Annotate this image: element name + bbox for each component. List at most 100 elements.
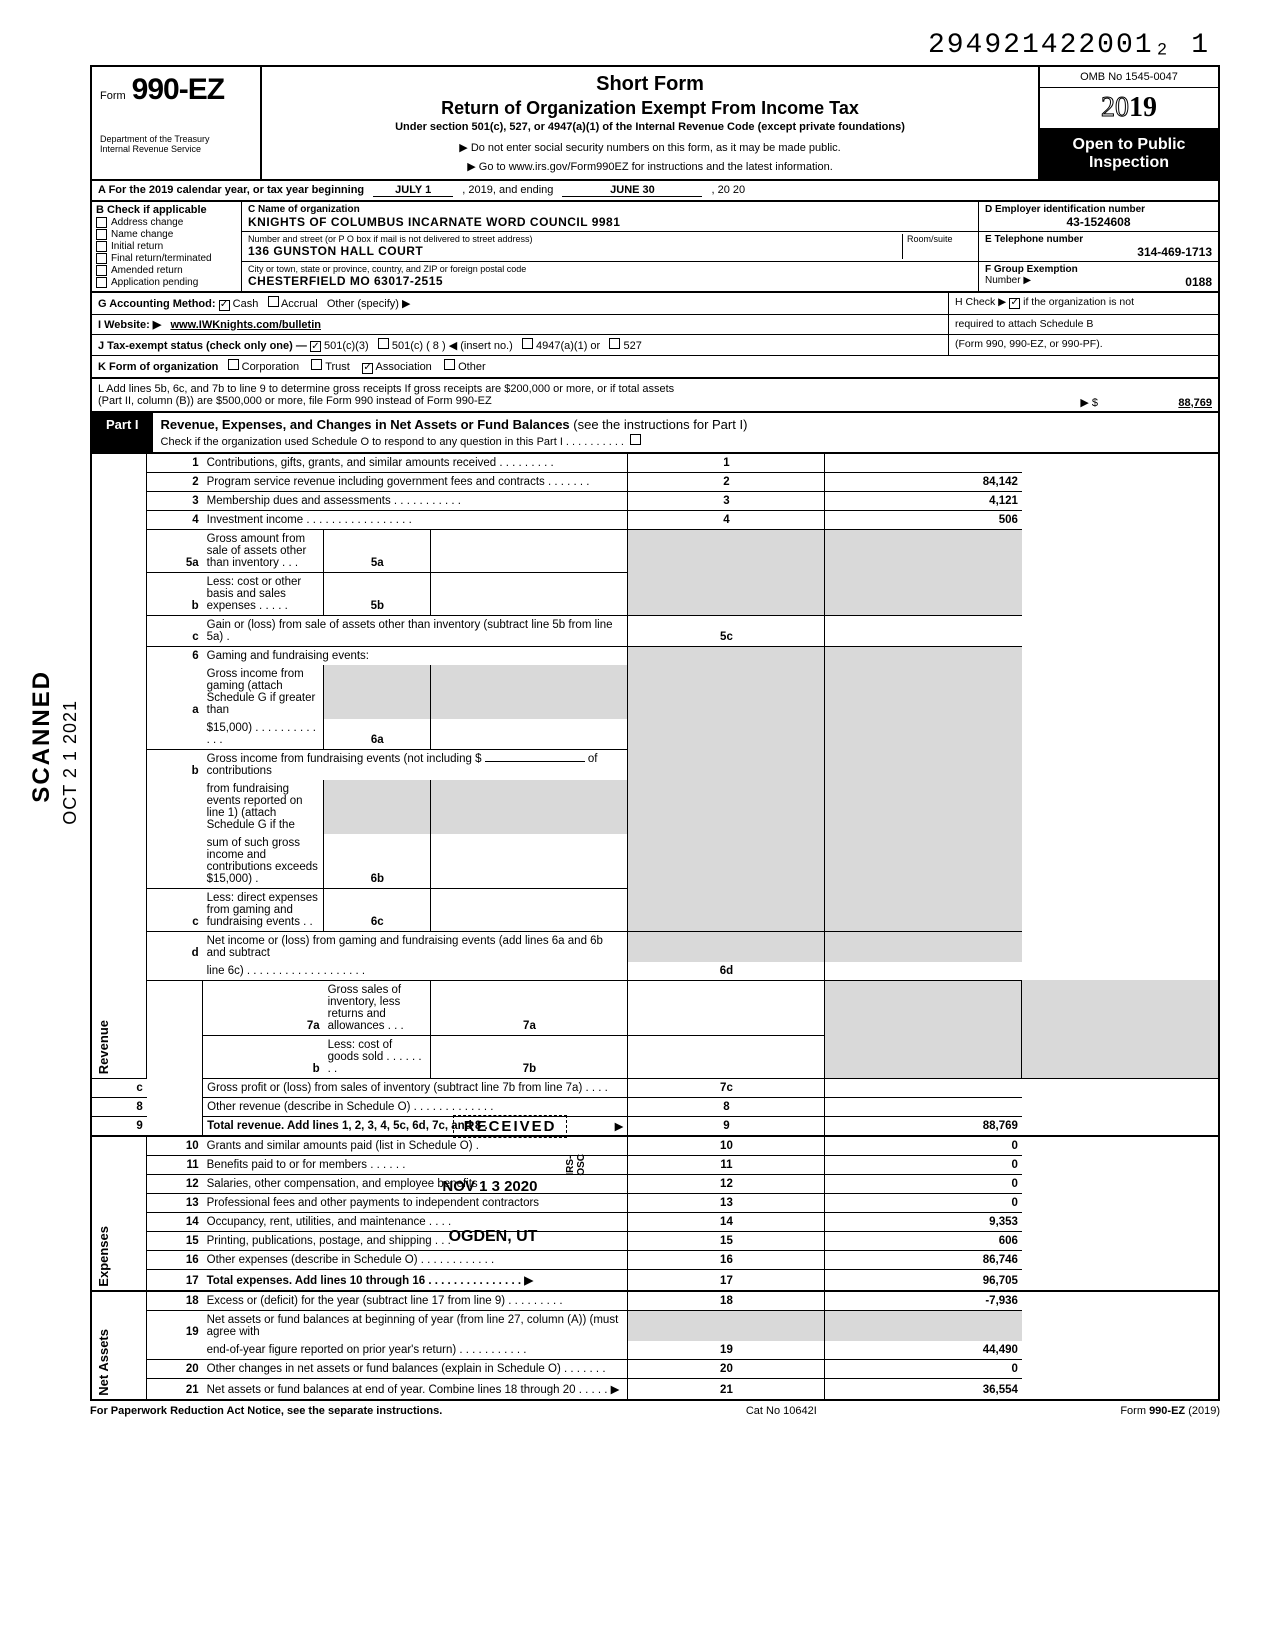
ln-9: 9 [91,1116,147,1136]
h-text3: required to attach Schedule B [948,315,1218,334]
received-date: NOV 1 3 2020 [442,1178,537,1195]
lbl-other-specify: Other (specify) ▶ [327,298,411,310]
subval-7b [628,1035,825,1078]
amt-2: 84,142 [825,472,1022,491]
k-label: K Form of organization [98,361,218,373]
chk-address-change[interactable] [96,217,107,228]
group-number: 0188 [1185,275,1212,289]
chk-other-org[interactable] [444,359,455,370]
desc-21: Net assets or fund balances at end of ye… [203,1378,628,1400]
ein: 43-1524608 [985,215,1212,229]
desc-10: Grants and similar amounts paid (list in… [203,1136,628,1156]
amt-12: 0 [825,1174,1022,1193]
f-label2: Number ▶ [985,275,1031,289]
return-title: Return of Organization Exempt From Incom… [272,98,1028,119]
chk-name-change[interactable] [96,229,107,240]
amt-10: 0 [825,1136,1022,1156]
chk-trust[interactable] [311,359,322,370]
chk-527[interactable] [609,338,620,349]
no-19: 19 [628,1341,825,1360]
chk-501c[interactable] [378,338,389,349]
desc-11: Benefits paid to or for members . . . . … [207,1159,406,1171]
lbl-initial-return: Initial return [111,241,163,252]
amt-13: 0 [825,1193,1022,1212]
desc-17: Total expenses. Add lines 10 through 16 … [207,1275,533,1287]
no-13: 13 [628,1193,825,1212]
tax-year-end: JUNE 30 [562,184,702,197]
chk-schedule-o[interactable] [630,434,641,445]
ln-6c: c [147,888,203,931]
dln-stamp: 294921422001₂ 1 [90,30,1220,61]
chk-501c3[interactable]: ✓ [310,341,321,352]
chk-corp[interactable] [228,359,239,370]
chk-cash[interactable]: ✓ [219,300,230,311]
amt-5c [825,615,1022,646]
lbl-final-return: Final return/terminated [111,253,212,264]
arrow-9: ▶ [615,1119,624,1133]
ln-7a: 7a [203,980,324,1035]
desc-6: Gaming and fundraising events: [203,646,628,665]
street: 136 GUNSTON HALL COURT [248,244,902,258]
chk-4947[interactable] [522,338,533,349]
amt-20: 0 [825,1359,1022,1378]
subval-6c [431,888,628,931]
no-17: 17 [628,1269,825,1291]
year-suffix: 19 [1129,92,1157,123]
no-12: 12 [628,1174,825,1193]
c-label: C Name of organization [248,204,972,215]
ln-6a: a [147,665,203,719]
f-label: F Group Exemption [985,264,1212,275]
no-2: 2 [628,472,825,491]
amt-7c [825,1078,1022,1097]
side-revenue: Revenue [96,1020,111,1074]
desc-6b-3: sum of such gross income and contributio… [203,834,324,889]
desc-5a: Gross amount from sale of assets other t… [203,529,324,572]
col-b-header: B Check if applicable [96,204,237,216]
subval-5b [431,572,628,615]
desc-3: Membership dues and assessments . . . . … [203,491,628,510]
irs-osc: IRS-OSC [565,1154,587,1176]
lbl-amended-return: Amended return [111,265,183,276]
ln-5b: b [147,572,203,615]
lbl-cash: Cash [233,298,259,310]
scanned-date: OCT 2 1 2021 [60,700,81,825]
i-label: I Website: ▶ [98,319,161,331]
desc-14: Occupancy, rent, utilities, and maintena… [203,1212,628,1231]
side-expenses: Expenses [96,1226,111,1287]
desc-8: Other revenue (describe in Schedule O) .… [203,1097,628,1116]
amt-3: 4,121 [825,491,1022,510]
footer-right: Form 990-EZ (2019) [1120,1405,1220,1417]
no-20: 20 [628,1359,825,1378]
h-text2: if the organization is not [1023,296,1134,308]
lbl-527: 527 [623,340,641,352]
desc-13: Professional fees and other payments to … [203,1193,628,1212]
j-label: J Tax-exempt status (check only one) — [98,340,307,352]
chk-initial-return[interactable] [96,241,107,252]
phone: 314-469-1713 [985,245,1212,259]
chk-amended-return[interactable] [96,265,107,276]
lbl-corp: Corporation [242,361,299,373]
chk-h[interactable]: ✓ [1009,298,1020,309]
chk-application-pending[interactable] [96,277,107,288]
lbl-4947: 4947(a)(1) or [536,340,600,352]
chk-final-return[interactable] [96,253,107,264]
chk-accrual[interactable] [268,296,279,307]
amt-9: 88,769 [825,1116,1022,1136]
ln-6: 6 [147,646,203,665]
chk-assoc[interactable]: ✓ [362,363,373,374]
no-8: 8 [628,1097,825,1116]
desc-6d-2: line 6c) . . . . . . . . . . . . . . . .… [203,962,628,981]
ln-3: 3 [147,491,203,510]
desc-7c: Gross profit or (loss) from sales of inv… [203,1078,628,1097]
desc-9: Total revenue. Add lines 1, 2, 3, 4, 5c,… [207,1120,488,1132]
desc-19-2: end-of-year figure reported on prior yea… [203,1341,628,1360]
ln-11: 11 [147,1155,203,1174]
row-l-text1: L Add lines 5b, 6c, and 7b to line 9 to … [98,383,1212,395]
amt-15: 606 [825,1231,1022,1250]
row-a-tail: , 20 20 [712,184,746,196]
desc-20: Other changes in net assets or fund bala… [203,1359,628,1378]
tax-year-begin: JULY 1 [373,184,453,197]
no-10: 10 [628,1136,825,1156]
desc-18: Excess or (deficit) for the year (subtra… [203,1291,628,1311]
part1-check-line: Check if the organization used Schedule … [161,436,624,448]
